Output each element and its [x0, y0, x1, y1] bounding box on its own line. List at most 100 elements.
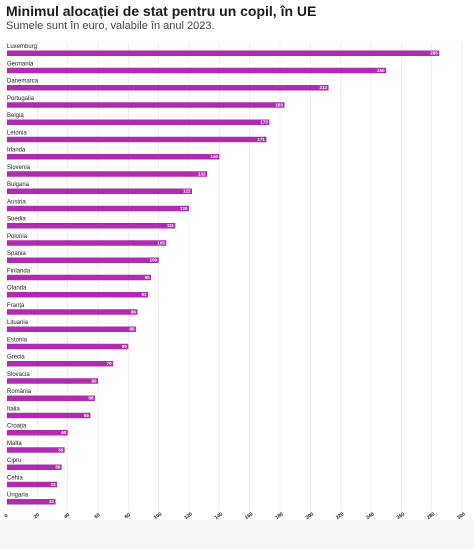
- x-tick-label: 180: [274, 511, 284, 520]
- bar: [7, 447, 65, 453]
- value-label: 36: [55, 465, 61, 470]
- bar: [7, 430, 68, 436]
- bar: [7, 257, 159, 263]
- bar: [7, 205, 189, 212]
- bar: [7, 119, 270, 125]
- value-label: 70: [107, 361, 113, 366]
- bar: [7, 309, 138, 315]
- x-tick-label: 280: [426, 511, 436, 520]
- value-label: 120: [180, 206, 188, 211]
- category-label: Lituania: [7, 320, 29, 326]
- value-label: 80: [122, 344, 128, 349]
- x-tick-label: 80: [124, 512, 132, 520]
- category-label: Italia: [7, 406, 20, 412]
- category-label: Ungaria: [7, 493, 29, 499]
- bar-chart: 0 20 40 60 80 100 120 140 160 180 200 220 240 260 280 3…: [4, 42, 467, 520]
- category-label: Croația: [7, 424, 27, 430]
- category-label: Austria: [7, 199, 26, 205]
- bar: [7, 85, 329, 91]
- value-label: 95: [145, 275, 151, 280]
- x-tick-label: 220: [335, 511, 345, 520]
- x-tick-label: 0: [4, 513, 10, 520]
- bar: [7, 412, 91, 419]
- category-label: Slovacia: [7, 372, 30, 378]
- bar: [7, 464, 62, 470]
- bar: [7, 378, 98, 384]
- x-tick-label: 140: [214, 511, 224, 520]
- chart-title: Minimul alocației de stat pentru un copi…: [6, 3, 317, 19]
- category-label: Slovenia: [7, 165, 31, 171]
- x-tick-label: 120: [183, 511, 193, 520]
- value-label: 58: [88, 396, 94, 401]
- bar: [7, 326, 136, 332]
- value-label: 250: [377, 68, 385, 73]
- value-label: 122: [183, 189, 191, 194]
- category-label: Spania: [7, 251, 26, 257]
- bar: [7, 274, 152, 281]
- category-label: Estonia: [7, 337, 28, 343]
- category-label: Polonia: [7, 234, 28, 240]
- category-label: România: [7, 389, 32, 395]
- bar: [7, 50, 440, 56]
- value-label: 100: [150, 258, 158, 263]
- value-label: 183: [276, 102, 284, 107]
- bar: [7, 240, 167, 246]
- value-label: 132: [198, 171, 206, 176]
- category-label: Portugalia: [7, 96, 35, 102]
- value-label: 111: [167, 223, 175, 228]
- bar: [7, 499, 56, 505]
- x-tick-label: 240: [365, 511, 375, 520]
- bar: [7, 136, 267, 143]
- x-tick-label: 260: [396, 511, 406, 520]
- bar: [7, 102, 285, 108]
- chart-subtitle: Sumele sunt în euro, valabile în anul 20…: [6, 20, 215, 32]
- category-label: Olanda: [7, 286, 27, 292]
- value-label: 105: [157, 240, 165, 245]
- category-label: Danemarca: [7, 79, 39, 85]
- value-label: 171: [257, 137, 265, 142]
- category-label: Franța: [7, 303, 25, 309]
- x-tick-label: 300: [456, 511, 466, 520]
- bar: [7, 481, 58, 488]
- category-label: Luxemburg: [7, 44, 37, 50]
- bar: [7, 292, 149, 298]
- value-label: 55: [84, 413, 90, 418]
- category-label: Grecia: [7, 355, 25, 361]
- value-label: 212: [320, 85, 328, 90]
- x-tick-label: 60: [93, 512, 101, 520]
- value-label: 33: [51, 482, 57, 487]
- category-label: Cipru: [7, 458, 21, 464]
- bar: [7, 395, 95, 401]
- category-label: Irlanda: [7, 148, 26, 154]
- bar: [7, 361, 114, 367]
- value-label: 40: [61, 430, 67, 435]
- footer-band: [0, 520, 474, 549]
- bar: [7, 343, 129, 350]
- bar: [7, 223, 176, 229]
- value-label: 60: [91, 378, 97, 383]
- bar: [7, 188, 193, 194]
- value-label: 85: [129, 327, 135, 332]
- category-label: Germania: [7, 61, 34, 67]
- value-label: 140: [210, 154, 218, 159]
- x-tick-label: 160: [244, 511, 254, 520]
- category-label: Bulgaria: [7, 182, 30, 188]
- bar: [7, 67, 387, 74]
- x-tick-label: 20: [33, 512, 41, 520]
- bar: [7, 171, 208, 177]
- x-tick-label: 200: [305, 511, 315, 520]
- value-label: 173: [260, 120, 268, 125]
- x-tick-label: 100: [153, 511, 163, 520]
- value-label: 32: [49, 499, 55, 504]
- x-tick-label: 40: [63, 512, 71, 520]
- value-label: 93: [142, 292, 148, 297]
- category-label: Cehia: [7, 475, 23, 481]
- value-label: 285: [430, 51, 438, 56]
- category-label: Belgia: [7, 113, 24, 119]
- category-label: Malta: [7, 441, 22, 447]
- category-label: Finlanda: [7, 268, 31, 274]
- category-label: Suedia: [7, 217, 26, 223]
- value-label: 86: [131, 309, 137, 314]
- value-label: 38: [58, 447, 64, 452]
- category-label: Letonia: [7, 130, 27, 136]
